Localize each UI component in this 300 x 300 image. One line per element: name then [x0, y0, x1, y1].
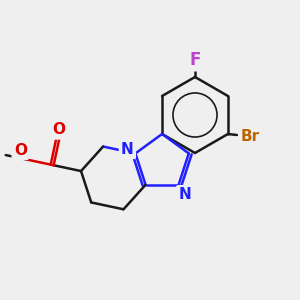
Text: F: F [189, 51, 201, 69]
Text: O: O [14, 143, 27, 158]
Text: N: N [178, 187, 191, 202]
Text: Br: Br [240, 128, 260, 143]
Text: N: N [121, 142, 134, 157]
Text: O: O [52, 122, 65, 137]
